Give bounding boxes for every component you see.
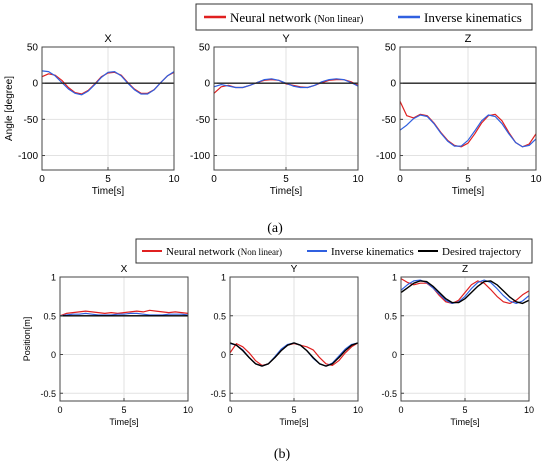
x-tick-label: 0: [39, 174, 45, 185]
x-axis-label: Time[s]: [452, 186, 485, 197]
legend-b: Neural network (Non linear) Inverse kinem…: [135, 238, 533, 264]
y-axis-label: Position[m]: [22, 317, 32, 362]
x-tick-label: 10: [352, 174, 364, 185]
x-tick-label: 0: [398, 405, 403, 415]
chart-title: X: [104, 33, 112, 45]
chart-title: Z: [462, 264, 468, 275]
x-tick-label: 5: [462, 405, 467, 415]
legend-b-ik-label: Inverse kinematics: [331, 246, 414, 258]
y-tick-label: 1: [221, 273, 226, 283]
x-tick-label: 5: [283, 174, 289, 185]
y-tick-label: 0: [390, 79, 396, 90]
chart-a-z: 0 5 10 50 0 -50 -100 Z Time[s]: [376, 33, 542, 197]
y-tick-label: -100: [376, 151, 396, 162]
x-tick-label: 10: [168, 174, 180, 185]
x-axis-label: Time[s]: [450, 417, 479, 427]
panel-label-b: (b): [274, 447, 291, 462]
x-axis-label: Time[s]: [109, 417, 138, 427]
legend-b-desired-label: Desired trajectory: [442, 246, 522, 258]
x-axis-label: Time[s]: [279, 417, 308, 427]
y-tick-label: 0.5: [43, 311, 56, 321]
y-tick-label: -50: [196, 115, 211, 126]
y-tick-label: -50: [382, 115, 397, 126]
series-line-neural-network: [400, 278, 530, 304]
x-tick-label: 5: [105, 174, 111, 185]
x-tick-label: 10: [183, 405, 193, 415]
y-tick-label: 1: [51, 273, 56, 283]
x-tick-label: 5: [121, 405, 126, 415]
series-line-inverse-kinematics: [59, 312, 189, 317]
x-tick-label: 0: [57, 405, 62, 415]
y-tick-label: -0.5: [40, 389, 56, 399]
series-line-desired-trajectory: [400, 280, 530, 305]
chart-title: Y: [291, 264, 298, 275]
x-tick-label: 0: [211, 174, 217, 185]
chart-title: Z: [465, 33, 472, 45]
y-tick-label: 0.5: [384, 311, 397, 321]
y-tick-label: 1: [392, 273, 397, 283]
y-tick-label: 50: [27, 43, 39, 54]
y-tick-label: -0.5: [210, 389, 226, 399]
y-tick-label: -50: [24, 115, 39, 126]
y-axis-label: Angle [degree]: [4, 76, 15, 141]
y-tick-label: -100: [190, 151, 210, 162]
x-axis-label: Time[s]: [92, 186, 125, 197]
chart-a-y: 0 5 10 50 0 -50 -100 Y Time[s]: [190, 33, 364, 197]
y-tick-label: 0: [204, 79, 210, 90]
chart-a-x: 0 5 10 50 0 -50 -100 X Time[s] Angle [degree]: [4, 33, 180, 197]
legend-a: Neural network (Non linear) Inverse kinem…: [195, 3, 533, 31]
x-tick-label: 10: [530, 174, 542, 185]
chart-title: X: [121, 264, 128, 275]
x-tick-label: 0: [227, 405, 232, 415]
panel-label-a: (a): [267, 221, 283, 236]
y-tick-label: 50: [385, 43, 397, 54]
y-tick-label: 50: [199, 43, 211, 54]
y-tick-label: 0.5: [213, 311, 226, 321]
x-axis-label: Time[s]: [270, 186, 303, 197]
series-line-inverse-kinematics: [41, 70, 175, 96]
y-tick-label: 0: [32, 79, 38, 90]
legend-a-nn-label: Neural network (Non linear): [230, 10, 363, 25]
series-line-desired-trajectory: [229, 342, 359, 367]
x-tick-label: 0: [397, 174, 403, 185]
x-tick-label: 10: [353, 405, 363, 415]
x-tick-label: 5: [465, 174, 471, 185]
x-tick-label: 10: [524, 405, 534, 415]
series-line-neural-network: [59, 309, 189, 317]
x-tick-label: 5: [291, 405, 296, 415]
y-tick-label: 0: [392, 350, 397, 360]
y-tick-label: -0.5: [381, 389, 397, 399]
y-tick-label: -100: [18, 151, 38, 162]
y-tick-label: 0: [221, 350, 226, 360]
series-line-inverse-kinematics: [399, 114, 537, 148]
legend-b-nn-label: Neural network (Non linear): [166, 246, 282, 258]
chart-title: Y: [282, 33, 290, 45]
legend-a-ik-label: Inverse kinematics: [424, 10, 522, 25]
y-tick-label: 0: [51, 350, 56, 360]
